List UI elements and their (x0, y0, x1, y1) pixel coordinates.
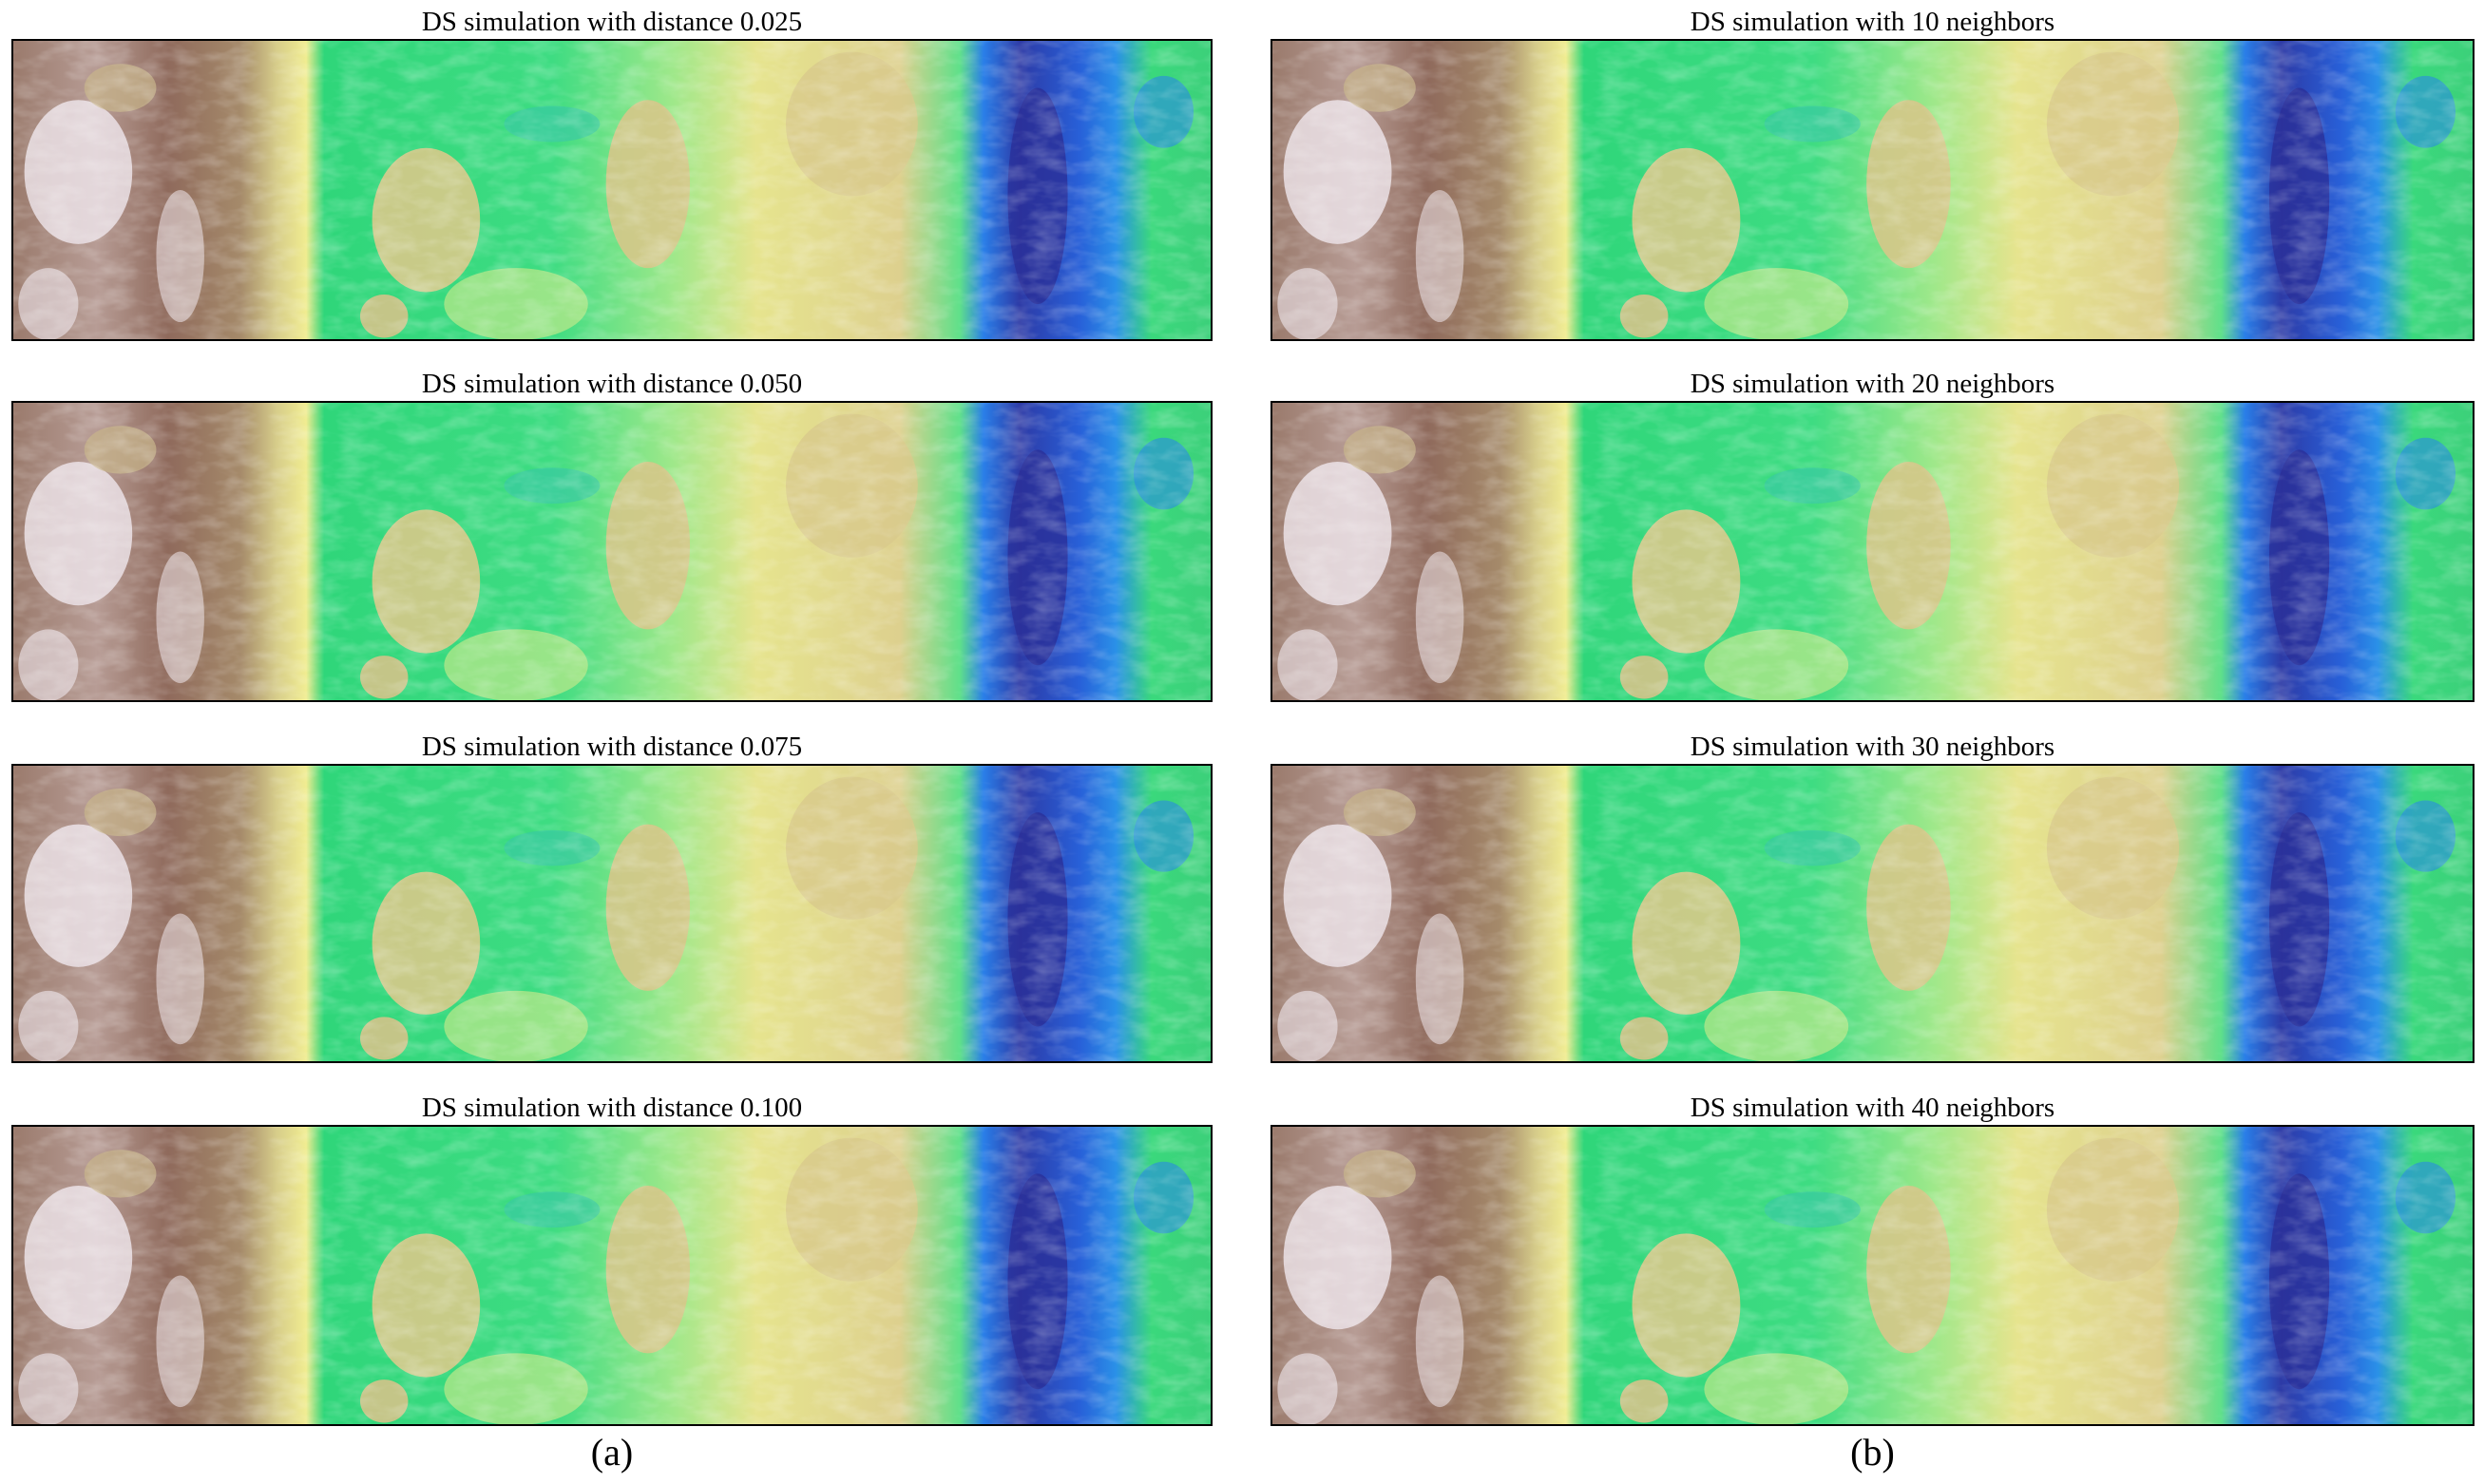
panel-title: DS simulation with distance 0.050 (422, 369, 802, 399)
panel: DS simulation with distance 0.050 (11, 369, 1213, 702)
panel: DS simulation with distance 0.025 (11, 7, 1213, 341)
panel-title: DS simulation with 20 neighbors (1691, 369, 2054, 399)
simulation-image (12, 1126, 1212, 1425)
simulation-image (1271, 1126, 2474, 1425)
column-caption: (b) (1850, 1431, 1895, 1474)
panel-title: DS simulation with distance 0.100 (422, 1093, 802, 1123)
panel: DS simulation with 40 neighbors (1271, 1093, 2474, 1426)
simulation-image (12, 765, 1212, 1062)
panel: DS simulation with 20 neighbors (1271, 369, 2474, 702)
panel-title: DS simulation with 40 neighbors (1691, 1093, 2054, 1123)
panel-title: DS simulation with distance 0.075 (422, 732, 802, 762)
panel-title: DS simulation with 30 neighbors (1691, 732, 2054, 762)
simulation-image (1271, 402, 2474, 701)
panel-frame (11, 39, 1213, 341)
panel-frame (11, 1125, 1213, 1426)
panel-frame (11, 764, 1213, 1063)
panel-title: DS simulation with distance 0.025 (422, 7, 802, 37)
panel: DS simulation with distance 0.075 (11, 732, 1213, 1063)
panel-frame (1271, 1125, 2474, 1426)
simulation-image (1271, 765, 2474, 1062)
panel-frame (11, 401, 1213, 702)
panel: DS simulation with 10 neighbors (1271, 7, 2474, 341)
panel-frame (1271, 401, 2474, 702)
panel-frame (1271, 39, 2474, 341)
column-caption: (a) (591, 1431, 633, 1474)
panel-title: DS simulation with 10 neighbors (1691, 7, 2054, 37)
simulation-image (1271, 40, 2474, 340)
panel: DS simulation with 30 neighbors (1271, 732, 2474, 1063)
panel: DS simulation with distance 0.100 (11, 1093, 1213, 1426)
simulation-image (12, 40, 1212, 340)
panel-frame (1271, 764, 2474, 1063)
simulation-image (12, 402, 1212, 701)
